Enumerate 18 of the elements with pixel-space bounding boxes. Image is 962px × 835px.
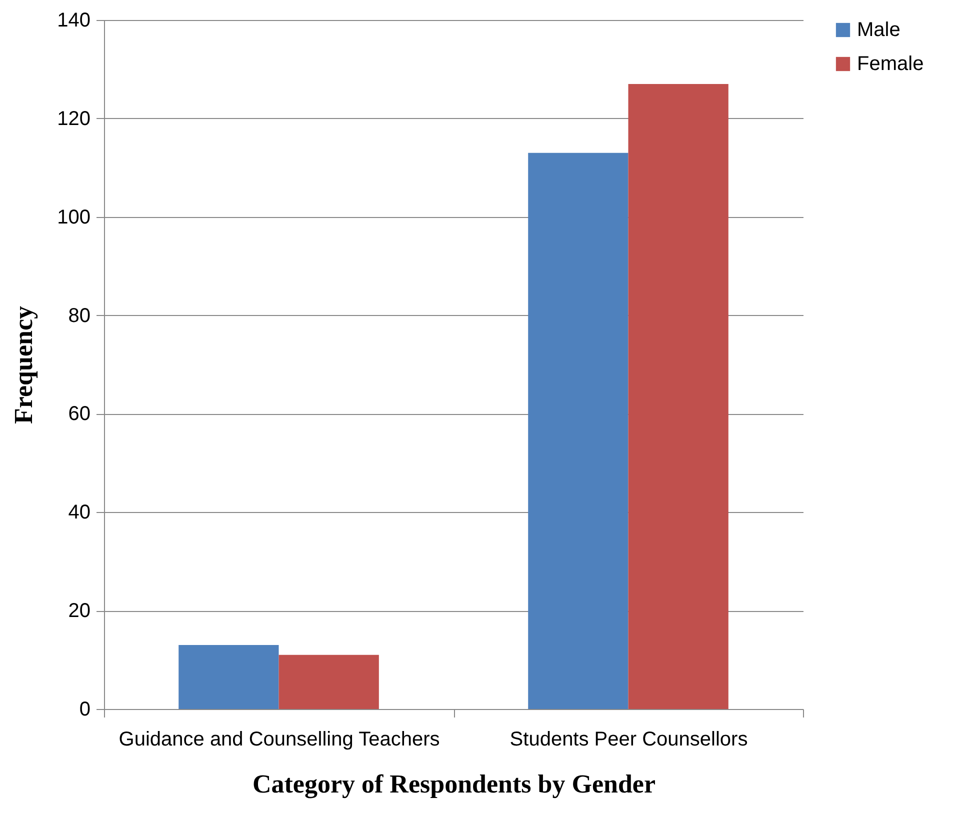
y-axis-title: Frequency	[9, 306, 38, 424]
y-tick-label: 20	[68, 600, 90, 622]
y-tick-label: 100	[57, 206, 90, 228]
bar	[628, 84, 728, 709]
bar	[278, 654, 379, 709]
bar	[528, 152, 628, 709]
x-axis-title: Category of Respondents by Gender	[252, 770, 656, 798]
x-tick-label: Guidance and Counselling Teachers	[118, 728, 440, 750]
x-tick-label: Students Peer Counsellors	[510, 728, 748, 750]
y-tick-label: 140	[57, 10, 90, 32]
y-tick-label: 120	[57, 108, 90, 130]
y-tick-label: 40	[68, 502, 90, 524]
y-tick-label: 0	[79, 698, 90, 720]
bar	[178, 645, 279, 709]
legend-label: Female	[857, 53, 924, 75]
y-tick-label: 80	[68, 304, 90, 327]
y-tick-label: 60	[68, 403, 90, 426]
legend-label: Male	[857, 19, 900, 41]
